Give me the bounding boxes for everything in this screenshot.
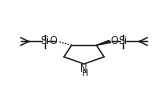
Polygon shape (96, 41, 111, 45)
Text: O: O (111, 36, 118, 46)
Text: Si: Si (40, 36, 49, 46)
Text: O: O (50, 36, 57, 46)
Text: N: N (80, 64, 88, 74)
Text: Si: Si (119, 36, 128, 46)
Text: H: H (81, 69, 87, 78)
